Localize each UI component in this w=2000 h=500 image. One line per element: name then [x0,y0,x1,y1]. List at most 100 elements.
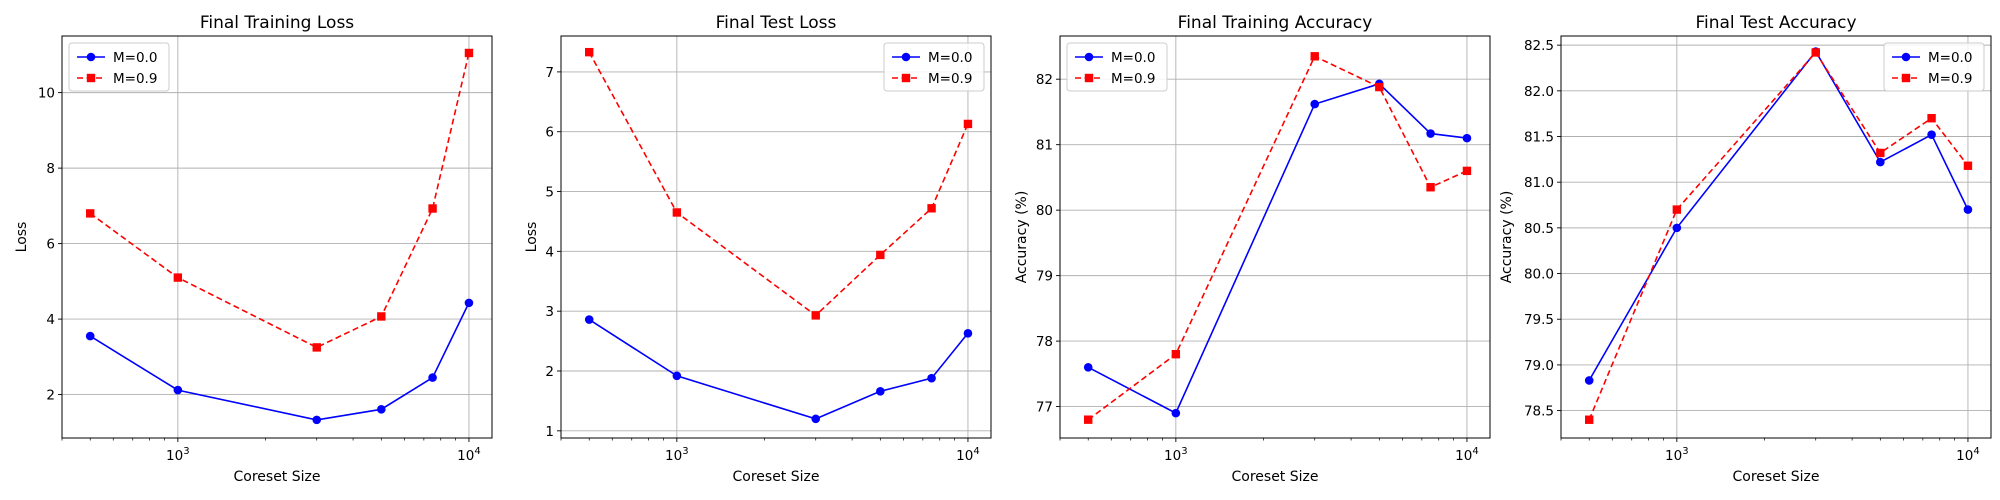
data-point [811,311,820,320]
legend: M=0.0 M=0.9 [1066,42,1168,92]
data-point [1310,52,1319,61]
series-line [1588,51,1969,421]
data-point [173,385,183,395]
legend-marker [86,52,96,62]
data-point [173,273,183,282]
data-point [312,415,322,425]
y-tick-label: 4 [545,244,554,260]
y-axis-label: Accuracy (%) [1499,191,1515,284]
y-tick-label: 81 [1036,138,1053,154]
x-tick-label: 103 [1164,446,1188,464]
data-point [312,343,321,352]
data-point [464,298,474,308]
data-point [86,209,95,218]
panel-title: Final Test Accuracy [1695,13,1856,33]
axes-frame [61,35,493,439]
y-tick-label: 5 [545,185,554,201]
data-point [672,208,682,217]
x-axis-label: Coreset Size [1232,469,1319,485]
x-tick-label: 103 [1665,446,1689,464]
data-point [1876,148,1885,158]
series-line [89,302,470,421]
data-point [1963,161,1973,170]
legend-marker [1901,52,1911,62]
legend: M=0.0 M=0.9 [883,42,985,92]
data-point [963,329,973,338]
y-tick-label: 6 [545,125,554,141]
data-point [1083,362,1093,372]
series-line [588,318,969,420]
grid-lines [62,36,492,438]
x-tick-label: 104 [1956,446,1980,464]
grid-lines [561,36,991,438]
axes-frame [560,35,992,439]
grid-lines [1561,36,1991,438]
data-point [1876,157,1885,167]
data-point [1426,183,1435,192]
y-tick-label: 82.5 [1524,38,1554,54]
legend-label: M=0.9 [928,71,972,87]
legend-marker [1901,73,1911,83]
data-point [963,119,973,129]
data-point [585,47,594,57]
legend-label: M=0.9 [113,71,157,87]
axes-frame [1560,35,1992,439]
series-line [1087,82,1467,415]
series-line [89,52,470,349]
y-tick-label: 7 [545,65,554,81]
data-point [672,371,682,381]
legend-label: M=0.9 [1928,71,1972,87]
data-point [1927,130,1936,139]
data-point [1084,415,1093,424]
y-tick-label: 78.5 [1524,404,1554,420]
data-point [927,204,936,213]
legend-marker [901,52,911,62]
x-tick-label: 103 [665,446,689,464]
legend-label: M=0.0 [113,50,157,66]
x-axis-label: Coreset Size [1733,469,1820,485]
y-tick-label: 79.0 [1524,358,1554,374]
data-point [1672,205,1682,214]
data-point [1462,166,1472,176]
panel-final-test-accuracy: Final Test Accuracy Coreset Size Accurac… [1499,13,1992,485]
series-line [1588,50,1969,381]
panel-title: Final Test Loss [716,13,837,33]
y-axis-label: Accuracy (%) [1014,191,1030,284]
y-tick-label: 80 [1036,203,1053,219]
panel-title: Final Training Accuracy [1178,13,1373,33]
legend-label: M=0.9 [1111,71,1155,87]
y-tick-label: 81.0 [1524,175,1554,191]
data-point [1310,99,1320,109]
y-tick-label: 80.5 [1524,221,1554,237]
data-point [377,405,386,414]
y-tick-label: 79.5 [1524,312,1554,328]
panel-final-test-loss: Final Test Loss Coreset Size Loss 1 2 3 4 5 6… [524,13,992,485]
y-tick-label: 78 [1036,334,1053,350]
panel-title: Final Training Loss [200,13,354,33]
y-tick-label: 10 [38,86,55,102]
panel-final-training-loss: Final Training Loss Coreset Size Loss 2 4… [14,13,493,485]
data-point [1927,114,1936,123]
y-axis-label: Loss [14,222,30,253]
panel-final-training-accuracy: Final Training Accuracy Coreset Size Acc… [1014,13,1491,485]
legend-marker [1084,52,1094,62]
data-point [876,250,885,260]
data-point [1584,376,1594,385]
y-tick-label: 2 [46,388,55,404]
x-axis-label: Coreset Size [234,469,321,485]
legend-marker [86,73,96,83]
data-point [464,48,474,58]
series-line [588,51,969,317]
data-point [1811,48,1820,57]
y-tick-label: 3 [545,304,554,320]
legend-marker [1084,73,1094,83]
x-tick-label: 104 [457,446,481,464]
legend: M=0.0 M=0.9 [1883,42,1985,92]
series-line [1087,55,1468,421]
data-point [876,387,885,396]
y-tick-label: 6 [46,237,55,253]
data-point [428,204,437,213]
y-tick-label: 8 [46,161,55,177]
grid-lines [1060,36,1490,438]
